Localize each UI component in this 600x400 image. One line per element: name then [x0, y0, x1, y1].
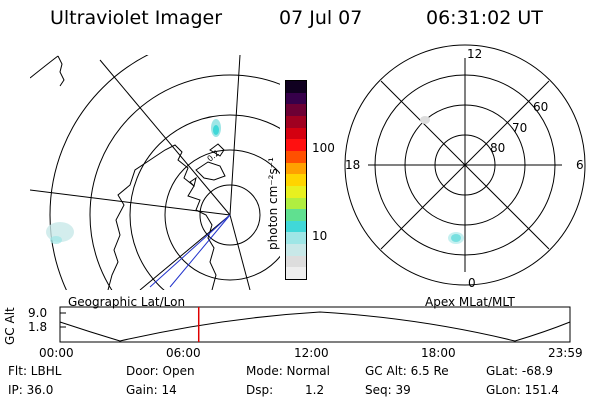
- ground-track: [149, 214, 231, 288]
- coastline: [189, 176, 197, 187]
- colorbar-segment: [286, 220, 306, 233]
- time-label: 06:31:02 UT: [426, 7, 543, 29]
- status-dsp-value: 1.2: [305, 383, 325, 397]
- lat-circle: [129, 114, 280, 290]
- altitude-curve: [59, 311, 571, 342]
- colorbar-segment: [286, 162, 306, 175]
- colorbar-segment: [286, 127, 306, 140]
- status-seq: Seq: 39: [365, 383, 411, 397]
- status-glon: GLon: 151.4: [486, 383, 559, 397]
- status-flt: Flt: LBHL: [8, 364, 62, 378]
- colorbar-tick-10: 10: [312, 229, 328, 243]
- coastline: [195, 161, 226, 181]
- lat-label: 80: [490, 141, 505, 155]
- colorbar: [285, 80, 307, 280]
- colorbar-segment: [286, 197, 306, 210]
- status-gc-alt: GC Alt: 6.5 Re: [365, 364, 449, 378]
- meridian: [229, 214, 251, 290]
- ground-track: [169, 214, 231, 288]
- strip-frame: [59, 306, 571, 343]
- apex-label: Apex MLat/MLT: [425, 295, 515, 309]
- status-ip: IP: 36.0: [8, 383, 54, 397]
- polar-axis: [380, 80, 550, 250]
- colorbar-segment: [286, 174, 306, 186]
- colorbar-segment: [286, 81, 306, 93]
- colorbar-segment: [286, 150, 306, 163]
- meridian: [99, 59, 231, 216]
- mlt-label: 12: [467, 47, 482, 61]
- lat-label: 60: [533, 100, 548, 114]
- lat-label: 70: [512, 121, 527, 135]
- coastline: [209, 143, 225, 157]
- mlt-label: 18: [345, 158, 360, 172]
- colorbar-segment: [286, 185, 306, 198]
- coastline: [57, 55, 65, 87]
- lat-circle: [49, 55, 149, 290]
- auroral-emission: [46, 119, 221, 244]
- time-tick-0000: 00:00: [39, 346, 74, 360]
- colorbar-segment: [286, 116, 306, 128]
- alt-axis-label: GC Alt: [3, 307, 17, 345]
- colorbar-segment: [286, 267, 306, 279]
- colorbar-tick-100: 100: [312, 141, 335, 155]
- status-dsp-label: Dsp:: [246, 383, 274, 397]
- colorbar-segment: [286, 139, 306, 151]
- mlt-label: 6: [576, 158, 584, 172]
- auroral-emission: [420, 116, 464, 244]
- instrument-title: Ultraviolet Imager: [50, 7, 223, 29]
- lat-circle: [89, 74, 280, 290]
- colorbar-segment: [286, 232, 306, 245]
- colorbar-segment: [286, 104, 306, 117]
- geographic-label: Geographic Lat/Lon: [68, 295, 186, 309]
- status-door: Door: Open: [126, 364, 195, 378]
- time-tick-2359: 23:59: [548, 346, 583, 360]
- lat-circle: [164, 149, 280, 281]
- mlt-label: 0: [468, 276, 476, 290]
- lat-circle: [199, 184, 261, 246]
- colorbar-segment: [286, 244, 306, 256]
- status-gain: Gain: 14: [126, 383, 177, 397]
- polar-ring: [344, 44, 586, 286]
- status-glat: GLat: -68.9: [486, 364, 553, 378]
- time-tick-1800: 18:00: [421, 346, 456, 360]
- colorbar-segment: [286, 255, 306, 268]
- colorbar-segment: [286, 92, 306, 105]
- meridian: [229, 55, 241, 216]
- colorbar-segment: [286, 209, 306, 221]
- alt-tick-9: 9.0: [28, 306, 48, 320]
- date-label: 07 Jul 07: [279, 7, 363, 29]
- time-tick-0600: 06:00: [166, 346, 201, 360]
- meridian: [139, 214, 231, 290]
- coastline: [107, 144, 217, 290]
- time-tick-1200: 12:00: [294, 346, 329, 360]
- alt-tick-1-8: 1.8: [28, 320, 48, 334]
- coastline: [30, 55, 59, 79]
- status-mode: Mode: Normal: [246, 364, 330, 378]
